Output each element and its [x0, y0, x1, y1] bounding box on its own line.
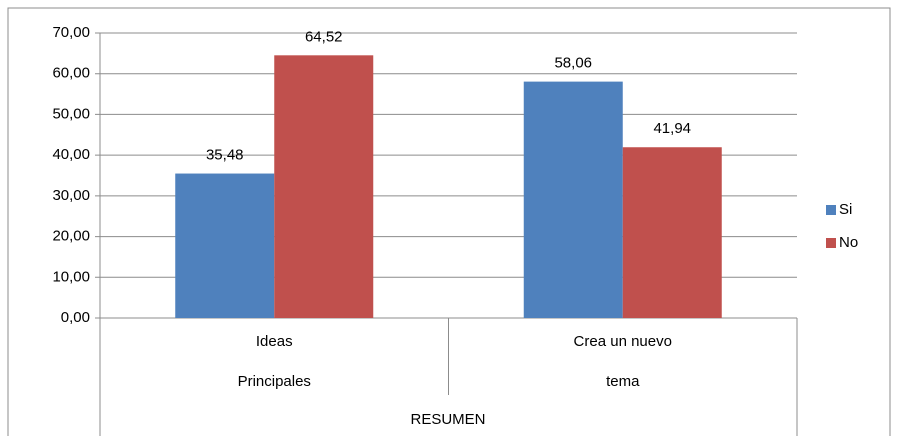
data-label: 64,52	[305, 28, 343, 45]
legend-swatch	[826, 238, 836, 248]
data-label: 58,06	[554, 55, 592, 72]
x-tick-label: Crea un nuevo tema	[573, 333, 672, 390]
data-label: 35,48	[206, 147, 244, 164]
bar	[622, 147, 722, 318]
bar	[274, 55, 374, 318]
y-tick-label: 40,00	[52, 146, 90, 163]
group-label: RESUMEN	[410, 411, 485, 428]
legend-swatch	[826, 205, 836, 215]
y-tick-label: 10,00	[52, 268, 90, 285]
y-tick-label: 70,00	[52, 24, 90, 41]
legend-label: Si	[839, 201, 852, 218]
bar	[523, 81, 623, 318]
bar	[175, 173, 275, 318]
y-tick-label: 50,00	[52, 105, 90, 122]
data-label: 41,94	[653, 120, 691, 137]
y-tick-label: 60,00	[52, 65, 90, 82]
x-tick-label: Ideas Principales	[237, 333, 311, 390]
y-tick-label: 30,00	[52, 187, 90, 204]
legend-label: No	[839, 234, 858, 251]
y-tick-label: 20,00	[52, 228, 90, 245]
y-tick-label: 0,00	[61, 309, 90, 326]
